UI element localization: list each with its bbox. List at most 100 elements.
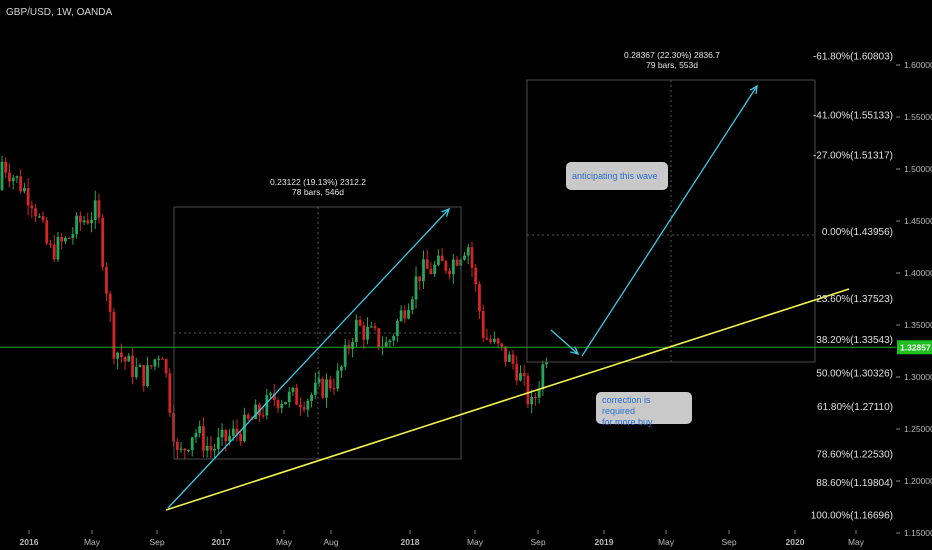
candle-body <box>395 321 399 336</box>
candle-body <box>410 299 414 310</box>
x-tick-label: 2019 <box>595 537 614 547</box>
candle-body <box>194 433 198 438</box>
measure-2-bars: 79 bars, 553d <box>646 60 698 70</box>
candle-body <box>15 176 19 178</box>
candle-body <box>336 370 340 389</box>
candle-body <box>332 388 336 390</box>
candle-body <box>280 404 284 409</box>
candle-body <box>138 365 142 367</box>
candle-body <box>466 247 470 256</box>
candle-body <box>429 268 433 275</box>
fib-level-label: 23.60%(1.37523) <box>816 294 893 305</box>
candle-body <box>537 389 541 398</box>
candle-body <box>388 340 392 343</box>
candle-body <box>530 396 534 405</box>
candle-body <box>328 379 332 389</box>
candle-body <box>228 435 231 442</box>
candle-body <box>4 161 8 173</box>
candle-body <box>522 373 526 377</box>
candle-body <box>269 393 272 396</box>
candle-body <box>123 357 127 362</box>
candle-body <box>149 365 153 367</box>
candle-body <box>93 200 97 221</box>
candle-body <box>209 446 213 451</box>
support-trendline[interactable] <box>165 288 850 511</box>
candle-body <box>433 264 437 275</box>
candle-body <box>160 358 164 360</box>
candle-body <box>146 365 149 387</box>
candle-body <box>399 310 403 322</box>
candle-body <box>507 354 511 362</box>
candle-body <box>41 216 45 221</box>
x-tick-label: 2016 <box>20 537 39 547</box>
candle-body <box>19 176 23 192</box>
candle-body <box>481 310 485 338</box>
candle-body <box>30 205 34 209</box>
fib-level-label: 38.20%(1.33543) <box>816 335 893 346</box>
candle-body <box>239 433 243 442</box>
annotation-correction-line1: correction is required <box>602 395 651 416</box>
measure-1-label: 0.23122 (19.13%) 2312.2 <box>270 177 366 187</box>
candle-body <box>366 326 369 340</box>
candle-body <box>422 259 425 282</box>
candle-body <box>373 326 377 329</box>
y-tick-label: 1.30000 <box>904 372 932 382</box>
candle-body <box>164 359 168 374</box>
arrow-correction-head <box>570 346 580 355</box>
candle-body <box>86 220 90 224</box>
fib-level-label: -61.80%(1.60803) <box>813 52 893 63</box>
candle-body <box>463 255 466 260</box>
candle-body <box>265 395 269 416</box>
candle-body <box>272 393 276 401</box>
arrow-correction[interactable] <box>550 329 579 355</box>
candle-body <box>179 448 183 451</box>
y-tick-label: 1.35000 <box>904 320 932 330</box>
time-axis[interactable]: 2016 May Sep 2017 May Aug 2018 May Sep 2019 May Sep… <box>20 530 865 547</box>
annotation-anticipating-text: anticipating this wave <box>572 170 658 181</box>
candle-body <box>448 270 451 275</box>
candle-body <box>64 237 67 242</box>
candle-body <box>0 161 4 190</box>
candle-body <box>440 255 444 262</box>
candle-body <box>45 220 49 244</box>
arrow-up-past[interactable] <box>167 208 450 509</box>
arrow-anticipated-wave[interactable] <box>581 85 758 357</box>
candle-body <box>545 362 548 365</box>
candle-body <box>34 208 37 217</box>
candle-body <box>515 363 519 381</box>
candle-body <box>101 217 105 268</box>
candle-body <box>26 187 30 206</box>
fib-level-label: 0.00%(1.43956) <box>822 227 893 238</box>
candle-body <box>82 220 86 223</box>
x-tick-label: Sep <box>149 537 164 547</box>
candle-body <box>444 261 448 271</box>
candle-body <box>216 437 220 449</box>
candle-body <box>142 365 146 387</box>
candle-body <box>56 236 60 260</box>
candle-body <box>8 172 11 182</box>
annotation-correction[interactable]: correction is required for more buy <box>596 392 692 427</box>
annotation-anticipating[interactable]: anticipating this wave <box>566 162 668 190</box>
measure-1-bars: 78 bars, 546d <box>292 187 344 197</box>
candle-body <box>243 414 246 442</box>
candle-body <box>492 338 496 343</box>
candle-body <box>362 325 366 340</box>
candle-body <box>478 284 481 311</box>
x-tick-label: May <box>84 537 101 547</box>
candle-body <box>504 346 507 362</box>
candle-body <box>52 244 56 260</box>
arrow-up-past-head <box>441 207 451 217</box>
candle-body <box>500 343 504 347</box>
candle-body <box>175 441 179 451</box>
candle-body <box>231 428 235 436</box>
candle-body <box>90 220 93 224</box>
y-tick-label: 1.45000 <box>904 216 932 226</box>
candle-body <box>11 177 15 182</box>
price-axis[interactable]: 1.60000 1.55000 1.50000 1.45000 1.40000 1.350… <box>896 60 932 538</box>
candle-body <box>451 259 455 275</box>
x-tick-label: May <box>658 537 675 547</box>
y-tick-label: 1.50000 <box>904 164 932 174</box>
candle-body <box>168 373 172 413</box>
